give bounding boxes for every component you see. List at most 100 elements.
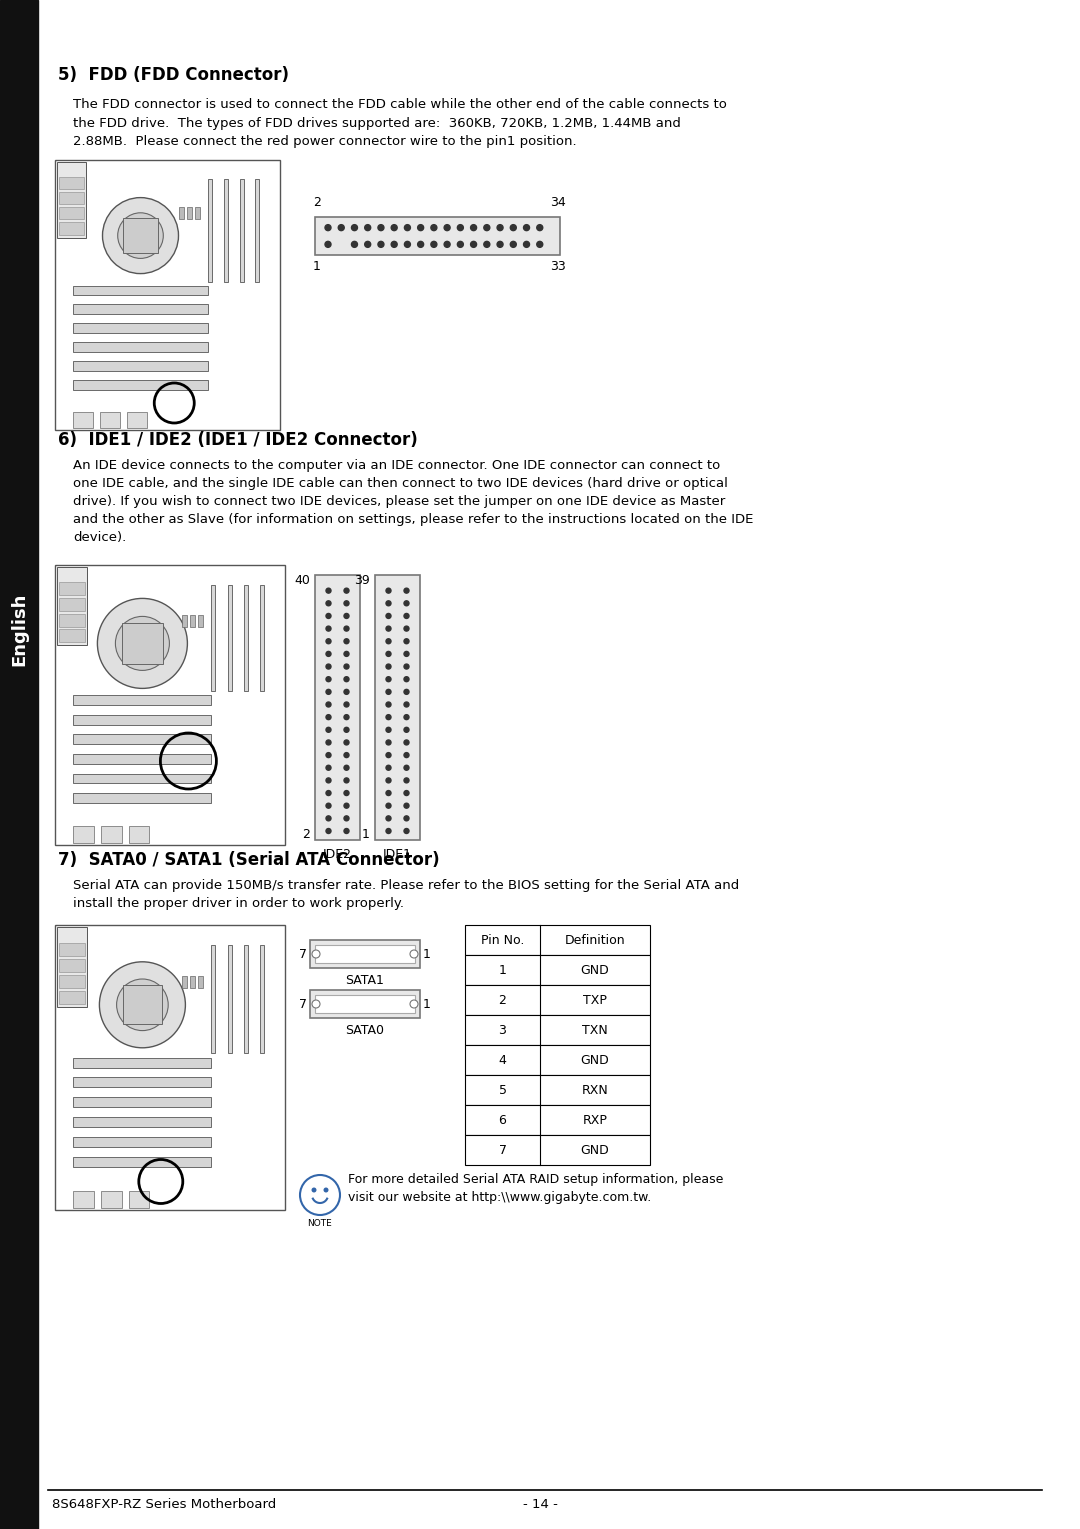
Circle shape bbox=[404, 613, 409, 618]
Text: 3: 3 bbox=[499, 1023, 507, 1037]
Text: TXN: TXN bbox=[582, 1023, 608, 1037]
Circle shape bbox=[118, 213, 163, 258]
Text: An IDE device connects to the computer via an IDE connector. One IDE connector c: An IDE device connects to the computer v… bbox=[73, 459, 720, 471]
Circle shape bbox=[524, 242, 529, 248]
Text: 7)  SATA0 / SATA1 (Serial ATA Connector): 7) SATA0 / SATA1 (Serial ATA Connector) bbox=[58, 852, 440, 868]
Text: 1: 1 bbox=[423, 948, 431, 960]
Bar bbox=[310, 989, 420, 1018]
Circle shape bbox=[404, 829, 409, 833]
Circle shape bbox=[326, 702, 330, 706]
Circle shape bbox=[312, 950, 320, 959]
Text: IDE1: IDE1 bbox=[383, 849, 411, 861]
Circle shape bbox=[418, 242, 423, 248]
Bar bbox=[194, 208, 200, 219]
Bar bbox=[315, 995, 415, 1014]
Circle shape bbox=[345, 690, 349, 694]
Bar bbox=[465, 1044, 650, 1075]
Circle shape bbox=[345, 639, 349, 644]
Bar bbox=[57, 567, 86, 645]
Bar bbox=[73, 286, 208, 295]
Bar bbox=[73, 774, 212, 783]
Circle shape bbox=[345, 803, 349, 809]
Circle shape bbox=[404, 764, 409, 771]
Circle shape bbox=[444, 242, 450, 248]
Circle shape bbox=[386, 625, 391, 631]
Bar bbox=[181, 615, 187, 627]
Text: SATA0: SATA0 bbox=[346, 1023, 384, 1037]
Text: 1: 1 bbox=[362, 829, 370, 841]
Bar bbox=[122, 624, 163, 664]
Bar bbox=[59, 613, 85, 627]
Bar bbox=[212, 945, 215, 1053]
Text: 34: 34 bbox=[550, 196, 566, 209]
Text: 6)  IDE1 / IDE2 (IDE1 / IDE2 Connector): 6) IDE1 / IDE2 (IDE1 / IDE2 Connector) bbox=[58, 431, 418, 450]
Text: GND: GND bbox=[581, 963, 609, 977]
Circle shape bbox=[404, 702, 409, 706]
Circle shape bbox=[404, 601, 409, 605]
Bar bbox=[224, 179, 228, 281]
Circle shape bbox=[386, 778, 391, 783]
Text: 40: 40 bbox=[294, 573, 310, 587]
Circle shape bbox=[404, 790, 409, 795]
Text: IDE2: IDE2 bbox=[323, 849, 352, 861]
Text: Definition: Definition bbox=[565, 934, 625, 946]
Bar bbox=[102, 826, 122, 842]
Bar bbox=[123, 986, 162, 1024]
Text: For more detailed Serial ATA RAID setup information, please: For more detailed Serial ATA RAID setup … bbox=[348, 1173, 724, 1187]
Circle shape bbox=[404, 714, 409, 720]
Bar bbox=[123, 219, 158, 252]
Circle shape bbox=[311, 1188, 316, 1193]
Bar bbox=[189, 615, 194, 627]
Bar bbox=[129, 826, 149, 842]
Circle shape bbox=[404, 740, 409, 745]
Text: 5)  FDD (FDD Connector): 5) FDD (FDD Connector) bbox=[58, 66, 289, 84]
Circle shape bbox=[386, 664, 391, 670]
Circle shape bbox=[386, 651, 391, 656]
Circle shape bbox=[351, 225, 357, 231]
Circle shape bbox=[326, 625, 330, 631]
Bar bbox=[73, 696, 212, 705]
Bar bbox=[228, 945, 231, 1053]
Bar bbox=[465, 985, 650, 1015]
Circle shape bbox=[326, 677, 330, 682]
Circle shape bbox=[345, 778, 349, 783]
Circle shape bbox=[345, 589, 349, 593]
Text: 33: 33 bbox=[550, 260, 566, 274]
Circle shape bbox=[99, 962, 186, 1047]
Bar bbox=[255, 179, 259, 281]
Bar bbox=[208, 179, 212, 281]
Circle shape bbox=[117, 979, 168, 1031]
Bar bbox=[59, 206, 84, 220]
Circle shape bbox=[404, 242, 410, 248]
Bar bbox=[259, 584, 264, 691]
Bar bbox=[59, 222, 84, 234]
Text: - 14 -: - 14 - bbox=[523, 1498, 557, 1512]
Circle shape bbox=[404, 589, 409, 593]
Bar bbox=[73, 1078, 212, 1087]
Bar bbox=[59, 598, 85, 612]
Bar bbox=[73, 1118, 212, 1127]
Text: NOTE: NOTE bbox=[308, 1219, 333, 1228]
Circle shape bbox=[386, 639, 391, 644]
Circle shape bbox=[386, 690, 391, 694]
Bar bbox=[57, 162, 86, 237]
Circle shape bbox=[312, 1000, 320, 1008]
Bar bbox=[59, 991, 85, 1005]
Circle shape bbox=[300, 1174, 340, 1216]
Circle shape bbox=[444, 225, 450, 231]
Bar bbox=[187, 208, 192, 219]
Bar bbox=[465, 1105, 650, 1135]
Circle shape bbox=[386, 816, 391, 821]
Circle shape bbox=[325, 225, 330, 231]
Circle shape bbox=[116, 616, 170, 670]
Bar bbox=[73, 1098, 212, 1107]
Text: install the proper driver in order to work properly.: install the proper driver in order to wo… bbox=[73, 896, 404, 910]
Circle shape bbox=[391, 242, 397, 248]
Bar bbox=[244, 945, 247, 1053]
Circle shape bbox=[345, 651, 349, 656]
Bar bbox=[181, 976, 187, 988]
Circle shape bbox=[404, 664, 409, 670]
Circle shape bbox=[386, 829, 391, 833]
Circle shape bbox=[404, 816, 409, 821]
Text: the FDD drive.  The types of FDD drives supported are:  360KB, 720KB, 1.2MB, 1.4: the FDD drive. The types of FDD drives s… bbox=[73, 116, 680, 130]
